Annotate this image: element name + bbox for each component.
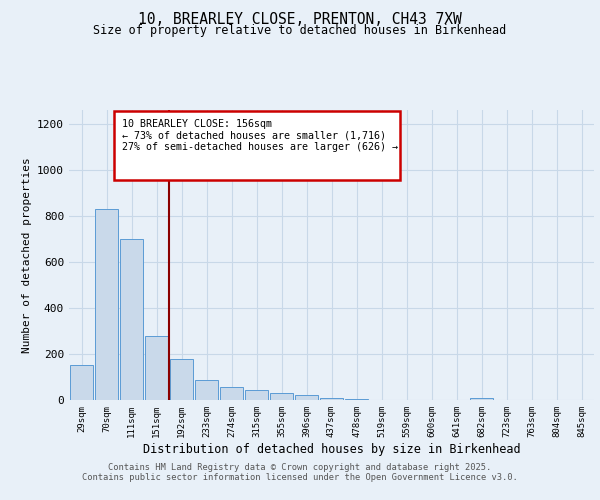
Bar (70, 366, 93, 400)
FancyBboxPatch shape (113, 112, 400, 180)
Bar (145, 336, 168, 400)
Bar (295, 396, 318, 400)
Bar (170, 358, 193, 400)
Bar (95, 209, 118, 400)
Bar (470, 398, 493, 400)
Text: Size of property relative to detached houses in Birkenhead: Size of property relative to detached ho… (94, 24, 506, 37)
Bar (195, 380, 218, 400)
Y-axis label: Number of detached properties: Number of detached properties (22, 157, 32, 353)
Bar (245, 390, 268, 400)
Bar (120, 239, 143, 400)
Bar (270, 393, 293, 400)
Bar (320, 398, 343, 400)
X-axis label: Distribution of detached houses by size in Birkenhead: Distribution of detached houses by size … (143, 442, 520, 456)
Text: Contains HM Land Registry data © Crown copyright and database right 2025.
Contai: Contains HM Land Registry data © Crown c… (82, 462, 518, 482)
Bar (220, 388, 243, 400)
Text: 10, BREARLEY CLOSE, PRENTON, CH43 7XW: 10, BREARLEY CLOSE, PRENTON, CH43 7XW (138, 12, 462, 28)
Text: 10 BREARLEY CLOSE: 156sqm
← 73% of detached houses are smaller (1,716)
27% of se: 10 BREARLEY CLOSE: 156sqm ← 73% of detac… (121, 118, 398, 152)
